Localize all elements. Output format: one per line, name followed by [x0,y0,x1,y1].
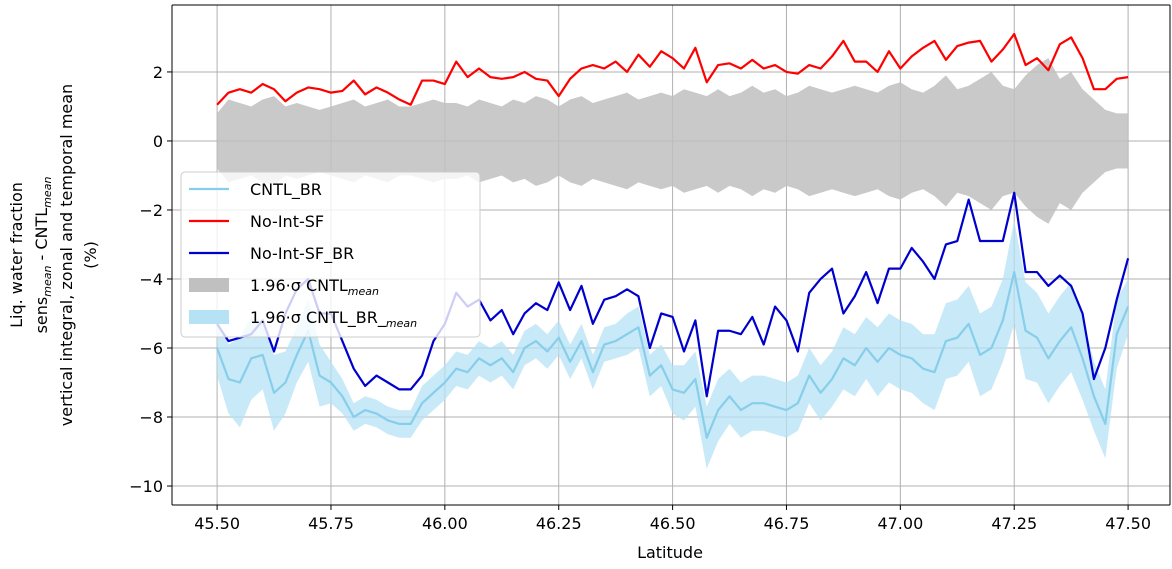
y-label-text: Liq. water fraction [7,182,26,328]
y-axis-label: Liq. water fraction [7,182,26,328]
x-tick-label: 46.50 [650,514,696,533]
legend-text: No-Int-SF_BR [250,244,354,264]
band [217,220,1129,469]
legend-label: No-Int-SF [250,212,324,231]
legend-label: 1.96·σ CNTL_BR_mean [250,308,417,330]
x-tick-label: 47.50 [1105,514,1151,533]
y-label-subscript: mean [41,266,54,297]
legend-text: CNTL_BR [250,180,322,200]
x-tick-label: 47.25 [991,514,1037,533]
x-tick-label: 45.50 [194,514,240,533]
line [216,191,1130,398]
x-tick-label: 46.00 [422,514,468,533]
legend-label: CNTL_BR [250,180,322,200]
legend-swatch [189,278,229,292]
line [216,270,1130,439]
y-tick-label: −4 [139,270,163,289]
band [217,58,1129,224]
y-label-text: sens [32,297,51,334]
legend-text: 1.96·σ CNTL [250,276,348,295]
legend-box [180,171,481,338]
x-tick-label: 46.25 [536,514,582,533]
y-tick-label: 2 [153,63,163,82]
y-tick-label: −10 [129,477,163,496]
x-axis-label: Latitude [637,543,703,562]
y-axis-label: sensmean​ - CNTLmean​ [32,177,54,334]
legend-swatch [189,310,229,324]
x-tick-label: 46.75 [764,514,810,533]
legend-text: No-Int-SF [250,212,324,231]
legend-label: No-Int-SF_BR [250,244,354,264]
y-tick-label: 0 [153,132,163,151]
line [216,32,1129,106]
plot-area [216,32,1130,469]
x-tick-label: 45.75 [308,514,354,533]
y-label-subscript: mean [41,177,54,208]
y-label-text: vertical integral, zonal and temporal me… [57,84,76,426]
legend-label: 1.96·σ CNTLmean [250,276,379,298]
y-tick-label: −6 [139,339,163,358]
legend-subscript: mean [348,285,379,298]
y-label-text: (%) [81,241,100,269]
legend-subscript: mean [386,317,417,330]
y-label-text: - CNTL [32,208,51,266]
y-axis-label: (%) [81,241,100,269]
y-tick-label: −8 [139,408,163,427]
y-axis-label: vertical integral, zonal and temporal me… [57,84,76,426]
x-tick-label: 47.00 [877,514,923,533]
legend-text: 1.96·σ CNTL_BR_ [250,308,387,328]
y-tick-label: −2 [139,201,163,220]
